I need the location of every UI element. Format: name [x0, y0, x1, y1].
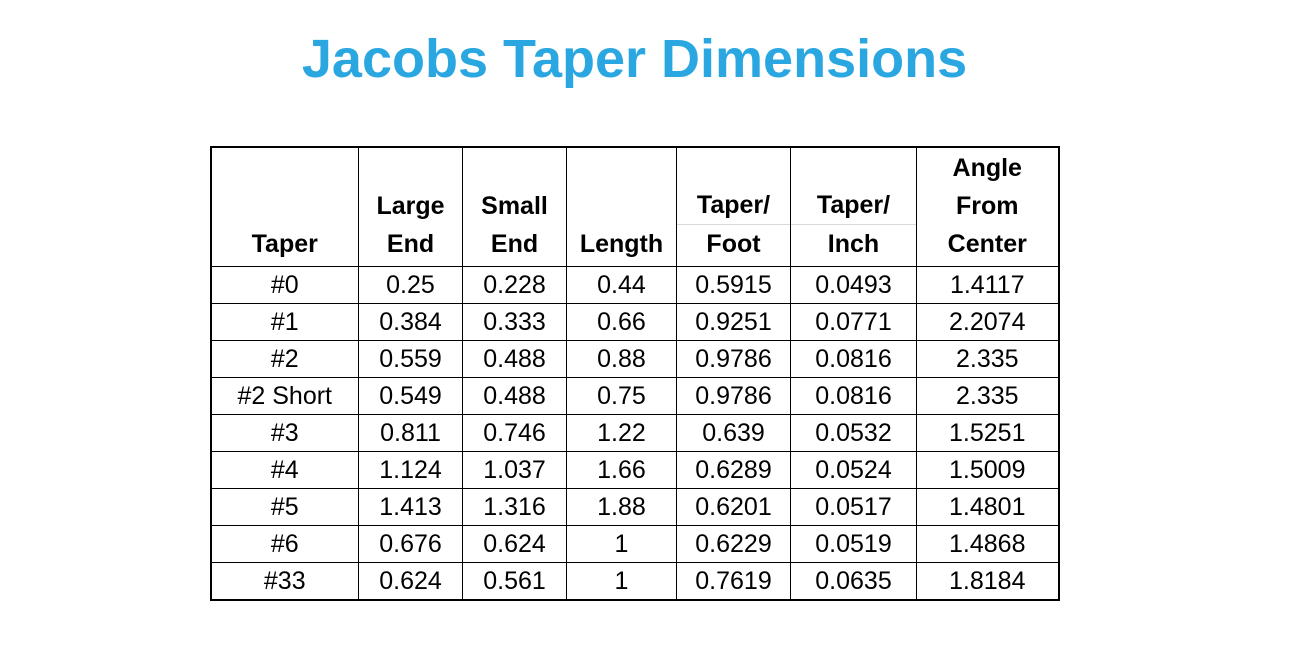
column-header-line: Taper: [251, 230, 318, 259]
cell-length: 1: [566, 562, 677, 601]
cell-angle-from-center: 1.8184: [916, 562, 1059, 601]
column-header-line: Foot: [677, 224, 790, 263]
column-header-small-end: Small End: [462, 146, 567, 268]
cell-taper: #2 Short: [210, 377, 359, 416]
table-row: #2 0.559 0.488 0.88 0.9786 0.0816 2.335: [210, 340, 1059, 379]
cell-taper-per-foot: 0.9786: [676, 340, 791, 379]
cell-taper: #5: [210, 488, 359, 527]
cell-taper-per-foot: 0.9786: [676, 377, 791, 416]
cell-taper: #2: [210, 340, 359, 379]
cell-taper-per-inch: 0.0493: [790, 266, 917, 305]
table-header: Taper Large End Small End Length Taper/Foot Tap…: [210, 146, 1059, 268]
cell-taper-per-inch: 0.0517: [790, 488, 917, 527]
cell-taper-per-foot: 0.6289: [676, 451, 791, 490]
table-row: #0 0.25 0.228 0.44 0.5915 0.0493 1.4117: [210, 266, 1059, 305]
cell-angle-from-center: 1.5251: [916, 414, 1059, 453]
cell-taper: #3: [210, 414, 359, 453]
cell-angle-from-center: 2.335: [916, 377, 1059, 416]
table-header-row: Taper Large End Small End Length Taper/Foot Tap…: [210, 146, 1059, 268]
cell-small-end: 1.316: [462, 488, 567, 527]
column-header-line: Angle: [952, 154, 1022, 183]
cell-taper-per-foot: 0.6201: [676, 488, 791, 527]
cell-angle-from-center: 1.4801: [916, 488, 1059, 527]
cell-taper-per-foot: 0.7619: [676, 562, 791, 601]
column-header-line: Center: [947, 230, 1027, 259]
cell-taper-per-inch: 0.0519: [790, 525, 917, 564]
cell-large-end: 1.413: [358, 488, 463, 527]
cell-angle-from-center: 2.2074: [916, 303, 1059, 342]
cell-length: 1: [566, 525, 677, 564]
cell-angle-from-center: 1.4117: [916, 266, 1059, 305]
cell-large-end: 0.384: [358, 303, 463, 342]
cell-taper-per-foot: 0.639: [676, 414, 791, 453]
table-row: #33 0.624 0.561 1 0.7619 0.0635 1.8184: [210, 562, 1059, 601]
cell-large-end: 0.549: [358, 377, 463, 416]
column-header-line: From: [956, 192, 1019, 221]
cell-large-end: 0.811: [358, 414, 463, 453]
cell-length: 0.66: [566, 303, 677, 342]
cell-angle-from-center: 1.4868: [916, 525, 1059, 564]
column-header-line: End: [490, 230, 539, 259]
cell-taper-per-inch: 0.0532: [790, 414, 917, 453]
cell-taper-per-foot: 0.5915: [676, 266, 791, 305]
table-row: #2 Short 0.549 0.488 0.75 0.9786 0.0816 2.335: [210, 377, 1059, 416]
column-header-large-end: Large End: [358, 146, 463, 268]
page: Jacobs Taper Dimensions Taper Large End Sma…: [209, 29, 1060, 602]
table-row: #3 0.811 0.746 1.22 0.639 0.0532 1.5251: [210, 414, 1059, 453]
cell-small-end: 0.333: [462, 303, 567, 342]
cell-length: 1.66: [566, 451, 677, 490]
table-row: #1 0.384 0.333 0.66 0.9251 0.0771 2.2074: [210, 303, 1059, 342]
cell-taper: #33: [210, 562, 359, 601]
cell-small-end: 0.746: [462, 414, 567, 453]
cell-large-end: 0.624: [358, 562, 463, 601]
cell-small-end: 0.624: [462, 525, 567, 564]
column-header-taper: Taper: [210, 146, 359, 268]
cell-taper-per-inch: 0.0524: [790, 451, 917, 490]
column-header-line: Inch: [791, 224, 916, 263]
page-title: Jacobs Taper Dimensions: [301, 29, 968, 89]
cell-small-end: 0.488: [462, 340, 567, 379]
cell-small-end: 0.228: [462, 266, 567, 305]
cell-length: 0.88: [566, 340, 677, 379]
cell-angle-from-center: 2.335: [916, 340, 1059, 379]
cell-taper-per-foot: 0.6229: [676, 525, 791, 564]
column-header-taper-per-foot: Taper/Foot: [676, 146, 791, 268]
column-header-angle-from-center: Angle From Center: [916, 146, 1059, 268]
column-header-line: Taper/: [816, 191, 891, 220]
cell-taper: #6: [210, 525, 359, 564]
column-header-line: End: [386, 230, 435, 259]
column-header-length: Length: [566, 146, 677, 268]
cell-length: 0.44: [566, 266, 677, 305]
column-header-line: Length: [579, 230, 664, 259]
column-header-taper-per-inch: Taper/Inch: [790, 146, 917, 268]
cell-taper-per-inch: 0.0635: [790, 562, 917, 601]
cell-length: 1.22: [566, 414, 677, 453]
cell-taper: #0: [210, 266, 359, 305]
cell-small-end: 0.561: [462, 562, 567, 601]
cell-taper: #4: [210, 451, 359, 490]
cell-taper-per-foot: 0.9251: [676, 303, 791, 342]
table-row: #4 1.124 1.037 1.66 0.6289 0.0524 1.5009: [210, 451, 1059, 490]
cell-taper-per-inch: 0.0816: [790, 340, 917, 379]
table-row: #5 1.413 1.316 1.88 0.6201 0.0517 1.4801: [210, 488, 1059, 527]
cell-large-end: 1.124: [358, 451, 463, 490]
table-body: #0 0.25 0.228 0.44 0.5915 0.0493 1.4117 #1 0.384…: [210, 266, 1059, 601]
cell-small-end: 1.037: [462, 451, 567, 490]
cell-taper-per-inch: 0.0771: [790, 303, 917, 342]
column-header-line: Small: [481, 192, 548, 221]
cell-small-end: 0.488: [462, 377, 567, 416]
cell-large-end: 0.676: [358, 525, 463, 564]
column-header-line: Taper/: [696, 191, 771, 220]
cell-length: 0.75: [566, 377, 677, 416]
cell-large-end: 0.25: [358, 266, 463, 305]
cell-taper: #1: [210, 303, 359, 342]
cell-angle-from-center: 1.5009: [916, 451, 1059, 490]
cell-taper-per-inch: 0.0816: [790, 377, 917, 416]
jacobs-taper-table: Taper Large End Small End Length Taper/Foot Tap…: [209, 146, 1060, 602]
column-header-line: Large: [376, 192, 445, 221]
table-row: #6 0.676 0.624 1 0.6229 0.0519 1.4868: [210, 525, 1059, 564]
cell-large-end: 0.559: [358, 340, 463, 379]
cell-length: 1.88: [566, 488, 677, 527]
